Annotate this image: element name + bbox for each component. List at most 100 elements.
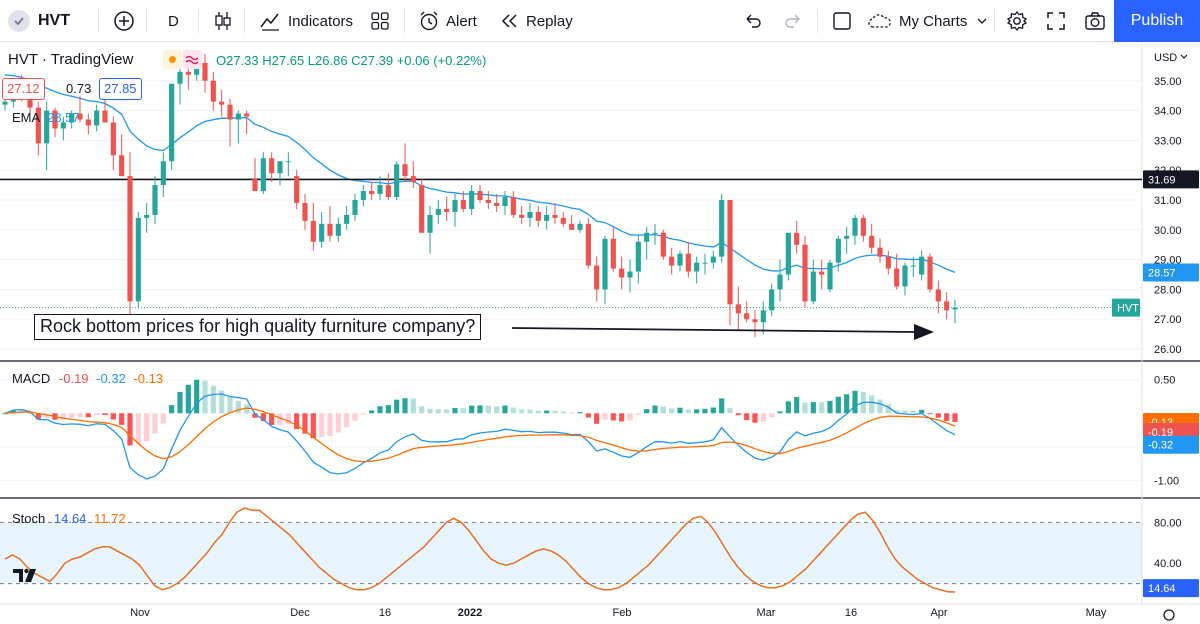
candle xyxy=(585,217,591,269)
candle xyxy=(235,110,241,144)
stoch-band xyxy=(0,521,1142,585)
candle-body xyxy=(269,158,275,174)
candle xyxy=(760,301,766,335)
alert-button[interactable]: Alert xyxy=(418,0,477,42)
toolbar-divider xyxy=(198,9,199,33)
level-price-tag: 31.69 xyxy=(1143,170,1199,189)
publish-button[interactable]: Publish xyxy=(1114,0,1200,42)
symbol-name-tag-text: HVT xyxy=(1117,303,1139,315)
candle xyxy=(752,310,758,338)
weather-icon xyxy=(163,50,203,73)
templates-button[interactable] xyxy=(370,0,390,42)
candle xyxy=(835,235,841,272)
macd-histogram-value: -0.19 xyxy=(58,371,89,386)
chart-type-button[interactable] xyxy=(213,0,233,42)
compare-button[interactable] xyxy=(113,0,135,42)
macd-histogram-bar xyxy=(510,407,516,414)
ema-price-tag: 28.57 xyxy=(1143,263,1199,282)
macd-histogram-bar xyxy=(410,398,416,414)
ema-value: 28.57 xyxy=(47,110,80,125)
macd-histogram-bar xyxy=(269,413,275,425)
undo-button[interactable] xyxy=(743,0,763,42)
settings-button[interactable] xyxy=(1006,0,1028,42)
candle-body xyxy=(452,200,458,212)
candle-body xyxy=(635,241,641,272)
annotation-text[interactable]: Rock bottom prices for high quality furn… xyxy=(34,314,482,340)
candle xyxy=(802,235,808,308)
candle-body xyxy=(627,271,633,278)
candle-body xyxy=(369,191,375,195)
time-axis[interactable]: Nov Dec 16 2022 Feb Mar 16 Apr May xyxy=(130,607,1175,621)
macd-histogram-bar xyxy=(735,413,741,416)
candle-body xyxy=(852,217,858,236)
stoch-tick-label: 80.00 xyxy=(1154,517,1182,529)
indicators-button[interactable]: Indicators xyxy=(259,0,353,42)
candle-body xyxy=(444,208,450,212)
macd-histogram-bar xyxy=(35,413,41,420)
chevron-down-icon xyxy=(1180,54,1188,59)
candle xyxy=(827,259,833,293)
candle xyxy=(719,194,725,263)
toolbar-divider xyxy=(146,9,147,33)
macd-histogram-bar xyxy=(419,406,425,414)
candle xyxy=(352,194,358,221)
price-axis[interactable]: 26.0027.0028.0029.0030.0031.0032.0033.00… xyxy=(1154,76,1182,570)
candle xyxy=(252,158,258,192)
macd-histogram-bar xyxy=(444,409,450,414)
axis-settings-icon xyxy=(1163,609,1175,621)
redo-button[interactable] xyxy=(783,0,803,42)
candle-body xyxy=(377,185,383,195)
sell-price-button[interactable]: 27.12 xyxy=(2,78,45,100)
macd-histogram-bar xyxy=(869,395,875,414)
snapshot-button[interactable] xyxy=(1084,0,1106,42)
candle xyxy=(277,161,283,186)
candle-body xyxy=(827,262,833,290)
candle-body xyxy=(310,220,316,242)
macd-histogram-bar xyxy=(360,413,366,415)
candle-body xyxy=(810,271,816,302)
macd-histogram-bar xyxy=(244,404,250,414)
macd-histogram-bar xyxy=(602,413,608,420)
indicators-icon xyxy=(259,10,281,32)
candle xyxy=(369,182,375,200)
macd-histogram-bar xyxy=(252,413,258,418)
time-tick-label: Nov xyxy=(130,607,150,619)
macd-histogram-bar xyxy=(185,384,191,414)
candles-icon xyxy=(213,10,233,32)
level-price-tag-text: 31.69 xyxy=(1148,174,1176,186)
interval-button[interactable]: D xyxy=(168,0,179,42)
symbol-search[interactable]: HVT xyxy=(8,0,70,42)
candle-body xyxy=(277,161,283,174)
macd-histogram-bar xyxy=(894,410,900,414)
macd-histogram-bar xyxy=(402,398,408,414)
macd-histogram-bar xyxy=(635,413,641,415)
candle-body xyxy=(585,223,591,266)
stoch-k-tag: 14.64 xyxy=(1143,579,1199,598)
candle xyxy=(35,101,41,156)
toolbar-divider xyxy=(994,9,995,33)
currency-selector[interactable]: USD xyxy=(1154,52,1188,64)
candle-body xyxy=(869,235,875,248)
time-tick-label: Dec xyxy=(290,607,310,619)
macd-histogram-bar xyxy=(752,413,758,423)
macd-line-value: -0.32 xyxy=(96,371,126,386)
candle xyxy=(285,152,291,177)
buy-price-button[interactable]: 27.85 xyxy=(99,78,142,100)
my-charts-button[interactable]: My Charts xyxy=(867,0,987,42)
macd-histogram-bar xyxy=(169,405,175,414)
candle xyxy=(502,191,508,215)
candle-body xyxy=(419,185,425,233)
macd-histogram-bar xyxy=(694,409,700,414)
replay-button[interactable]: Replay xyxy=(500,0,573,42)
macd-histogram-bar xyxy=(585,413,591,418)
fullscreen-layout-button[interactable] xyxy=(831,0,853,42)
symbol-label: HVT xyxy=(38,12,70,29)
candle xyxy=(552,202,558,224)
candle-body xyxy=(794,232,800,245)
fullscreen-button[interactable] xyxy=(1046,0,1066,42)
macd-histogram-bar xyxy=(194,379,200,414)
time-tick-label: 16 xyxy=(379,607,391,619)
chart-canvas[interactable]: 26.0027.0028.0029.0030.0031.0032.0033.00… xyxy=(0,42,1200,624)
macd-histogram-bar xyxy=(744,413,750,421)
candle-body xyxy=(694,262,700,272)
